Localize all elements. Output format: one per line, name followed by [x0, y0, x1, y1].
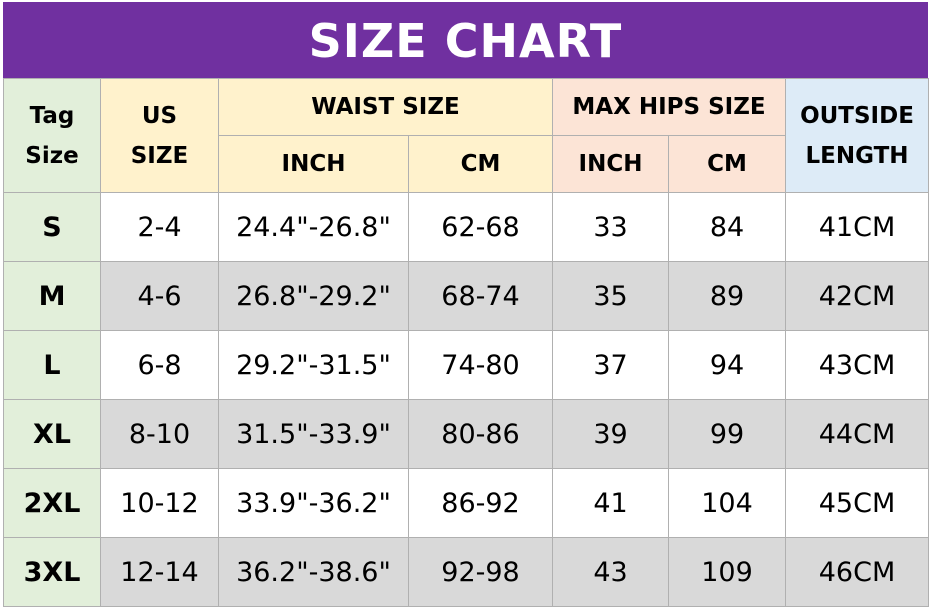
- title: SIZE CHART: [3, 2, 928, 78]
- data-cell: 35: [552, 261, 669, 331]
- data-cell: 31.5"-33.9": [218, 399, 409, 469]
- header-cell: INCH: [552, 135, 669, 193]
- table-row: L 6-8 29.2"-31.5" 74-80 37 94 43CM: [3, 330, 929, 400]
- tag-cell: XL: [3, 399, 101, 469]
- table-row: 3XL 12-14 36.2"-38.6" 92-98 43 109 46CM: [3, 537, 929, 607]
- data-cell: 43CM: [785, 330, 929, 400]
- header-cell: CM: [408, 135, 553, 193]
- header-text: US: [141, 102, 178, 129]
- table-row: S 2-4 24.4"-26.8" 62-68 33 84 41CM: [3, 192, 929, 262]
- data-cell: 99: [668, 399, 786, 469]
- data-cell: 109: [668, 537, 786, 607]
- data-cell: 33.9"-36.2": [218, 468, 409, 538]
- data-cell: 84: [668, 192, 786, 262]
- tag-cell: L: [3, 330, 101, 400]
- header-cell: MAX HIPS SIZE: [552, 78, 786, 136]
- data-cell: 46CM: [785, 537, 929, 607]
- data-cell: 92-98: [408, 537, 553, 607]
- data-cell: 44CM: [785, 399, 929, 469]
- data-cell: 68-74: [408, 261, 553, 331]
- data-cell: 80-86: [408, 399, 553, 469]
- data-cell: 6-8: [100, 330, 219, 400]
- table-row: XL 8-10 31.5"-33.9" 80-86 39 99 44CM: [3, 399, 929, 469]
- data-cell: 12-14: [100, 537, 219, 607]
- data-cell: 4-6: [100, 261, 219, 331]
- data-cell: 41CM: [785, 192, 929, 262]
- header-cell: INCH: [218, 135, 409, 193]
- size-table: Tag Size US SIZE WAIST SIZE MAX HIPS SIZE …: [3, 78, 929, 607]
- data-cell: 33: [552, 192, 669, 262]
- data-cell: 39: [552, 399, 669, 469]
- data-cell: 37: [552, 330, 669, 400]
- header-text: OUTSIDE: [800, 102, 914, 129]
- data-cell: 29.2"-31.5": [218, 330, 409, 400]
- tag-cell: 3XL: [3, 537, 101, 607]
- data-cell: 94: [668, 330, 786, 400]
- data-cell: 42CM: [785, 261, 929, 331]
- data-cell: 41: [552, 468, 669, 538]
- data-cell: 89: [668, 261, 786, 331]
- data-cell: 62-68: [408, 192, 553, 262]
- data-cell: 86-92: [408, 468, 553, 538]
- header-text: SIZE: [130, 142, 189, 169]
- tag-cell: M: [3, 261, 101, 331]
- data-cell: 2-4: [100, 192, 219, 262]
- data-cell: 43: [552, 537, 669, 607]
- table-row: M 4-6 26.8"-29.2" 68-74 35 89 42CM: [3, 261, 929, 331]
- header-cell: WAIST SIZE: [218, 78, 553, 136]
- data-cell: 24.4"-26.8": [218, 192, 409, 262]
- table-row: 2XL 10-12 33.9"-36.2" 86-92 41 104 45CM: [3, 468, 929, 538]
- header-text: Size: [25, 142, 79, 169]
- size-chart: SIZE CHART Tag Size US SIZE WAIST SIZE MAX…: [3, 2, 929, 607]
- data-cell: 26.8"-29.2": [218, 261, 409, 331]
- header-text: Tag: [29, 102, 75, 129]
- header-cell: CM: [668, 135, 786, 193]
- data-cell: 104: [668, 468, 786, 538]
- data-cell: 10-12: [100, 468, 219, 538]
- header-cell: Tag Size: [3, 78, 101, 193]
- header-text: LENGTH: [805, 142, 909, 169]
- header-cell: US SIZE: [100, 78, 219, 193]
- data-cell: 8-10: [100, 399, 219, 469]
- header-cell: OUTSIDE LENGTH: [785, 78, 929, 193]
- data-cell: 36.2"-38.6": [218, 537, 409, 607]
- tag-cell: S: [3, 192, 101, 262]
- tag-cell: 2XL: [3, 468, 101, 538]
- data-cell: 45CM: [785, 468, 929, 538]
- data-cell: 74-80: [408, 330, 553, 400]
